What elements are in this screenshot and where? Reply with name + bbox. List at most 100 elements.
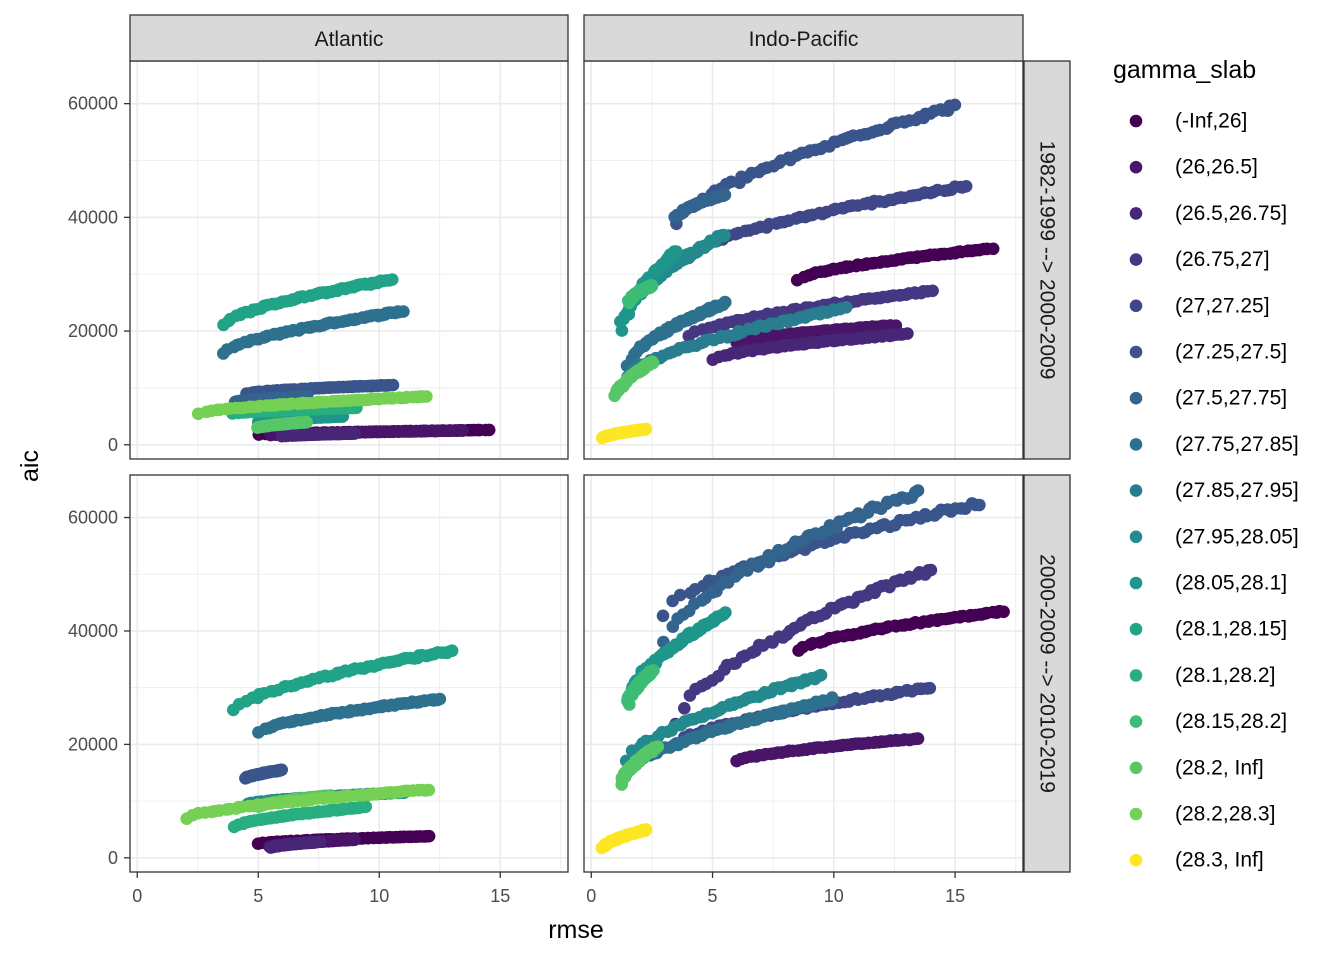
- data-point: [275, 763, 289, 777]
- legend-label: (28.3, Inf]: [1175, 849, 1264, 872]
- facet-label-row: 1982-1999 --> 2000-2009: [1036, 141, 1059, 380]
- data-point: [901, 327, 914, 340]
- data-point: [718, 188, 732, 202]
- legend-label: (27.25,27.5]: [1175, 341, 1287, 364]
- facet-strip-column: [583, 14, 1024, 62]
- data-point: [299, 415, 313, 429]
- panel-border: [583, 474, 1024, 873]
- data-point: [973, 498, 986, 512]
- data-point: [911, 484, 925, 497]
- data-point: [948, 98, 962, 112]
- x-tick-label: 10: [369, 886, 389, 906]
- data-point: [445, 644, 459, 657]
- legend-label: (28.1,28.2]: [1175, 664, 1275, 687]
- y-tick-label: 60000: [68, 94, 118, 114]
- legend-label: (-Inf,26]: [1175, 110, 1247, 133]
- data-point: [420, 390, 433, 403]
- data-point: [639, 823, 653, 836]
- legend-key: [1129, 715, 1143, 728]
- data-point: [482, 423, 496, 437]
- facet-strip-row: [1023, 60, 1071, 460]
- data-point: [814, 668, 828, 682]
- y-tick-label: 0: [108, 435, 118, 455]
- data-point: [647, 664, 660, 677]
- y-tick-label: 40000: [68, 621, 118, 641]
- legend-label: (28.2, Inf]: [1175, 756, 1264, 779]
- data-point: [639, 422, 653, 436]
- x-tick-label: 0: [586, 886, 596, 906]
- x-tick-label: 15: [490, 886, 510, 906]
- data-point: [645, 355, 659, 369]
- data-point: [359, 800, 372, 814]
- data-point: [386, 378, 400, 392]
- x-axis-title: rmse: [548, 916, 604, 944]
- y-tick-label: 40000: [68, 207, 118, 227]
- facet-label-column: Atlantic: [315, 28, 384, 51]
- x-tick-label: 15: [945, 886, 965, 906]
- facet-label-row: 2000-2009 --> 2010-2019: [1036, 554, 1059, 793]
- legend-label: (27.95,28.05]: [1175, 525, 1299, 548]
- data-point: [839, 301, 853, 314]
- data-point: [397, 305, 410, 318]
- legend-label: (26.5,26.75]: [1175, 202, 1287, 225]
- legend-label: (28.05,28.1]: [1175, 572, 1287, 595]
- data-point: [422, 783, 436, 797]
- legend-label: (28.15,28.2]: [1175, 710, 1287, 733]
- y-axis-title: aic: [16, 450, 44, 482]
- facet-strip-column: [129, 14, 569, 62]
- legend-label: (28.1,28.15]: [1175, 618, 1287, 641]
- y-tick-label: 20000: [68, 734, 118, 754]
- legend-key: [1129, 299, 1143, 313]
- data-point: [668, 245, 681, 258]
- legend-key: [1129, 160, 1143, 174]
- legend-label: (26.75,27]: [1175, 248, 1270, 271]
- data-point: [924, 563, 938, 577]
- y-tick-label: 20000: [68, 321, 118, 341]
- data-point: [926, 284, 939, 298]
- legend-key: [1129, 576, 1143, 590]
- data-point: [433, 692, 447, 706]
- data-point: [997, 605, 1010, 619]
- data-point: [455, 424, 469, 437]
- x-tick-label: 10: [824, 886, 844, 906]
- data-point: [422, 829, 436, 843]
- legend-label: (28.2,28.3]: [1175, 803, 1275, 826]
- data-point: [347, 427, 361, 440]
- legend-key: [1129, 484, 1143, 497]
- panel-background: [584, 61, 1023, 459]
- y-tick-label: 60000: [68, 508, 118, 528]
- data-point: [656, 609, 670, 623]
- data-point: [959, 180, 973, 193]
- panel-border: [129, 474, 569, 873]
- legend-key: [1129, 345, 1143, 359]
- x-tick-label: 5: [708, 886, 718, 906]
- legend-title: gamma_slab: [1113, 56, 1256, 84]
- legend-key: [1129, 669, 1143, 682]
- legend-key: [1129, 622, 1143, 636]
- data-point: [825, 691, 839, 704]
- data-point: [986, 242, 1000, 256]
- data-point: [645, 279, 659, 292]
- y-tick-label: 0: [108, 848, 118, 868]
- legend-key: [1129, 114, 1143, 128]
- x-tick-label: 5: [253, 886, 263, 906]
- x-tick-label: 0: [132, 886, 142, 906]
- legend-label: (27.75,27.85]: [1175, 433, 1299, 456]
- facet-label-column: Indo-Pacific: [749, 28, 859, 51]
- facet-strip-row: [1023, 474, 1071, 873]
- legend-label: (27.5,27.75]: [1175, 387, 1287, 410]
- legend-label: (27,27.25]: [1175, 294, 1270, 317]
- legend-key: [1129, 207, 1143, 220]
- data-point: [678, 702, 691, 715]
- data-point: [385, 273, 399, 286]
- data-point: [313, 835, 327, 849]
- legend-label: (26,26.5]: [1175, 156, 1258, 179]
- data-point: [673, 588, 687, 602]
- data-point: [719, 606, 732, 619]
- data-point: [718, 229, 731, 242]
- legend-key: [1129, 807, 1143, 821]
- legend-key: [1129, 761, 1143, 775]
- legend-key: [1129, 530, 1143, 544]
